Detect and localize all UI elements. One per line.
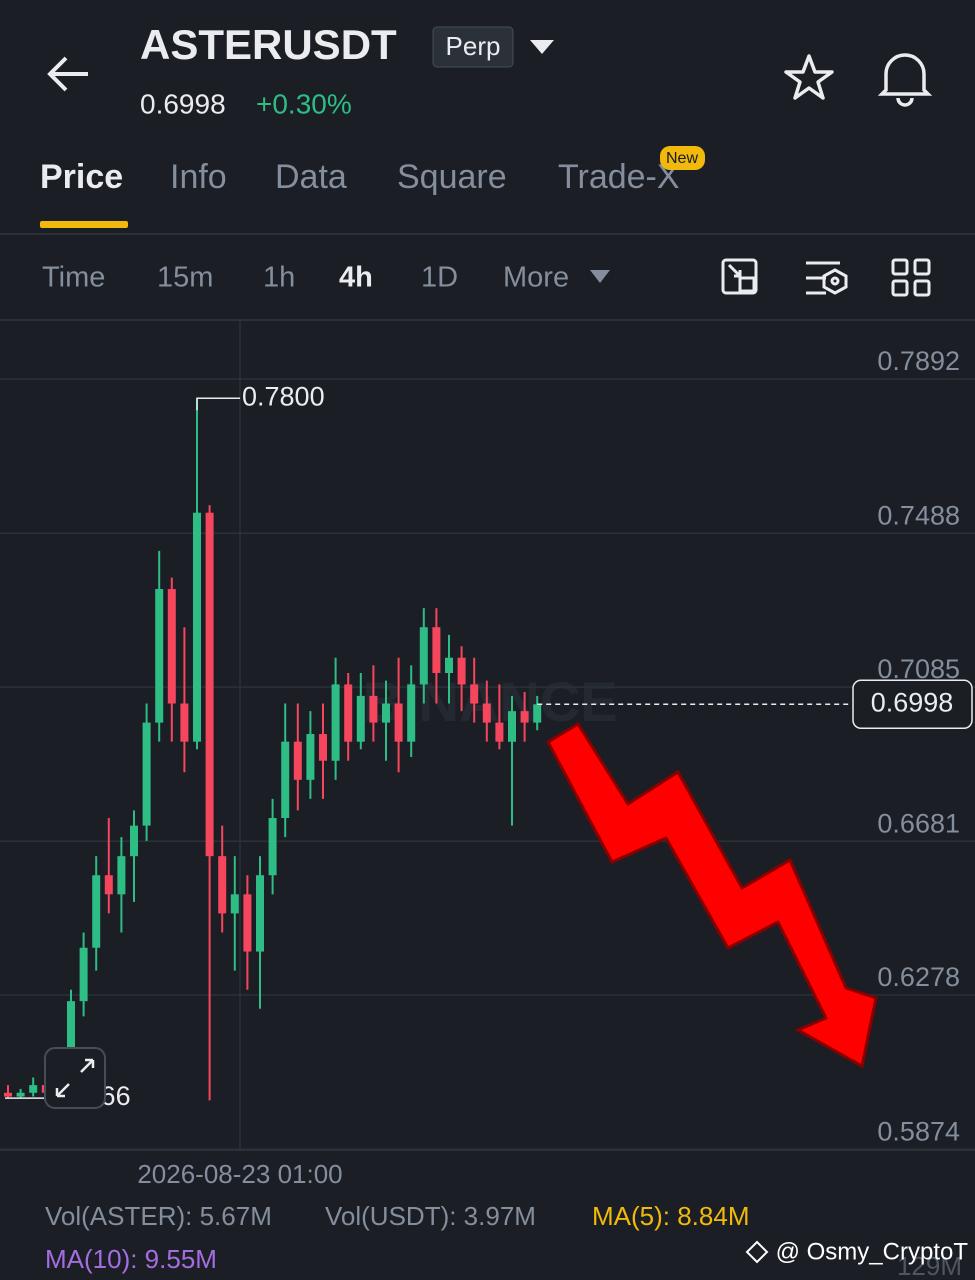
tab[interactable]: Square [397, 158, 507, 196]
candle-body [432, 627, 441, 673]
candle-body [243, 894, 252, 952]
candle-body [306, 734, 315, 780]
tab[interactable]: Info [170, 158, 227, 196]
y-tick-label: 0.7085 [877, 654, 960, 684]
candle-body [356, 695, 365, 742]
perp-badge[interactable]: Perp [446, 31, 501, 61]
candle-body [256, 875, 264, 952]
interval[interactable]: More [503, 262, 569, 294]
candle-body [205, 512, 214, 857]
candle-body [533, 704, 542, 723]
down-arrow [546, 721, 878, 1069]
dropdown-icon[interactable] [530, 40, 554, 54]
vol-base: Vol(ASTER): 5.67M [45, 1201, 272, 1231]
candle-body [92, 875, 101, 948]
y-tick-label: 0.7488 [877, 500, 960, 530]
new-badge: New [666, 150, 698, 167]
candle-body [419, 627, 428, 685]
more-icon[interactable] [590, 270, 610, 283]
tab-indicator [40, 221, 128, 228]
ma5: MA(5): 8.84M [592, 1201, 750, 1231]
candle-body [407, 684, 416, 742]
time-label: 2026-08-23 01:00 [137, 1159, 342, 1189]
back-button[interactable] [47, 56, 88, 92]
candle-body [394, 703, 403, 742]
symbol-title: ASTERUSDT [140, 21, 397, 68]
y-tick-label: 0.6681 [877, 808, 960, 838]
candle-body [117, 856, 126, 895]
alert-icon[interactable] [877, 53, 933, 107]
candle-body [319, 734, 327, 761]
tab[interactable]: Data [275, 158, 347, 196]
interval[interactable]: 4h [339, 262, 373, 294]
candle-body [495, 722, 504, 742]
candle-body [508, 711, 516, 742]
credit: @ Osmy_CryptoT [776, 1238, 969, 1265]
candle-body [180, 703, 189, 742]
candle-body [230, 894, 239, 914]
candle-body [167, 589, 176, 704]
y-tick-label: 0.7892 [877, 346, 960, 376]
toolbar-icons[interactable] [721, 258, 931, 297]
candle-body [29, 1085, 38, 1093]
candle-body [457, 657, 466, 685]
candle-body [382, 703, 390, 723]
perp-badge-bg [432, 26, 514, 68]
candle-body [104, 875, 113, 895]
candle-body [130, 825, 138, 857]
candle-body [331, 684, 340, 761]
vol-quote: Vol(USDT): 3.97M [325, 1201, 536, 1231]
interval[interactable]: Time [42, 262, 105, 294]
tab[interactable]: Price [40, 158, 123, 196]
candle-body [193, 512, 201, 742]
interval[interactable]: 1D [421, 262, 458, 294]
y-tick-label: 0.5874 [877, 1116, 960, 1146]
candle-body [16, 1092, 25, 1097]
tab[interactable]: Trade-X [558, 158, 680, 196]
candle-body [67, 1001, 75, 1055]
candle-body [293, 741, 302, 780]
price-change: +0.30% [256, 88, 352, 119]
y-tick-label: 0.6278 [877, 962, 960, 992]
interval[interactable]: 15m [157, 262, 213, 294]
last-price-box [852, 679, 973, 730]
volume-axis-max: 129M [897, 1251, 962, 1280]
candle-body [155, 589, 164, 723]
last-price-label: 0.6998 [871, 687, 954, 717]
candle-body [281, 741, 290, 818]
candle-body [142, 722, 151, 826]
candles [4, 398, 542, 1101]
candle-body [344, 684, 353, 742]
interval[interactable]: 1h [263, 262, 295, 294]
candle-body [470, 684, 479, 704]
candle-body [445, 657, 453, 673]
new-badge-bg [660, 146, 705, 170]
candle-body [79, 947, 88, 1002]
high-marker [196, 397, 240, 411]
credit-icon [745, 1240, 769, 1264]
expand-button-bg[interactable] [44, 1047, 106, 1109]
favorite-icon[interactable] [784, 54, 834, 100]
candle-body [482, 703, 491, 723]
expand-icon[interactable] [55, 1058, 95, 1098]
high-label: 0.7800 [242, 381, 325, 411]
candle-body [369, 695, 378, 723]
last-price: 0.6998 [140, 88, 226, 119]
candle-body [218, 856, 227, 914]
candle-body [520, 711, 529, 723]
ma10: MA(10): 9.55M [45, 1244, 217, 1274]
candle-body [268, 818, 277, 876]
interval-bar: Time 15m 1h 4h 1D More [42, 262, 610, 294]
candle-body [4, 1092, 12, 1097]
